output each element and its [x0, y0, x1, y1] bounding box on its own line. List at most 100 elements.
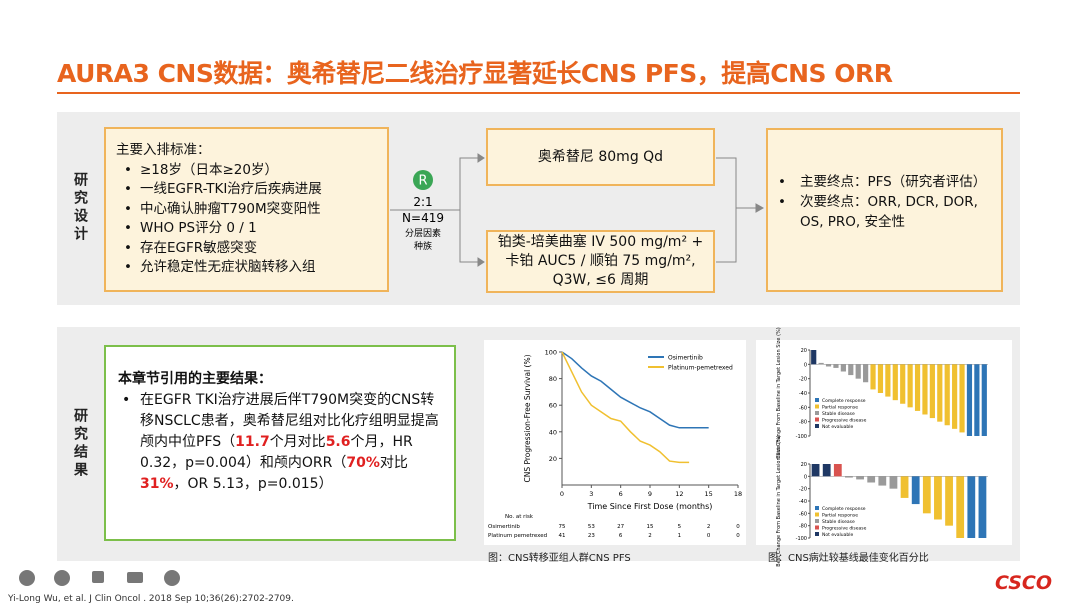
criteria-item: 中心确认肿瘤T790M突变阳性 — [124, 200, 387, 220]
bar — [952, 364, 958, 429]
arrow-heads — [477, 153, 765, 267]
at-risk-name: Osimertinib — [488, 524, 520, 530]
pen-button[interactable] — [92, 571, 104, 583]
bar — [818, 362, 824, 365]
bar — [867, 476, 876, 483]
controls — [19, 570, 180, 586]
x-tick-label: 0 — [560, 490, 564, 498]
bar — [914, 364, 921, 411]
legend-label: Platinum-pemetrexed — [668, 365, 733, 372]
results-segment: 个月对比 — [269, 434, 326, 450]
bar — [966, 364, 973, 436]
y-axis-title: Best Change From Baseline in Target Lesi… — [776, 435, 782, 567]
x-tick-label: 3 — [589, 490, 593, 498]
legend-swatch — [815, 411, 819, 415]
y-tick-label: -100 — [796, 434, 807, 440]
y-tick-label: 20 — [801, 348, 807, 354]
results-segment: 对比 — [379, 455, 408, 471]
y-axis-title: CNS Progression-Free Survival (%) — [523, 354, 532, 482]
criteria-title: 主要入排标准： — [116, 142, 211, 158]
results-text: 在EGFR TKI治疗进展后伴T790M突变的CNS转移NSCLC患者，奥希替尼… — [118, 390, 442, 495]
citation: Yi-Long Wu, et al. J Clin Oncol . 2018 S… — [8, 594, 294, 604]
logo: CSCO — [994, 572, 1052, 594]
y-tick-label: -20 — [799, 377, 807, 383]
x-tick-label: 18 — [734, 490, 742, 498]
legend-label: Stable disease — [822, 411, 855, 417]
legend-swatch — [815, 519, 819, 523]
at-risk-value: 53 — [588, 524, 595, 530]
y-axis-title: Best Change From Baseline in Target Lesi… — [776, 327, 782, 459]
y-tick-label: -40 — [799, 391, 807, 397]
legend-swatch — [815, 525, 819, 530]
results-segment: 31% — [140, 476, 174, 492]
bar — [944, 364, 950, 426]
km-curve — [561, 351, 690, 464]
results-label: 研究结果 — [72, 408, 88, 480]
y-tick-label: -20 — [799, 487, 807, 493]
more-button[interactable] — [164, 570, 180, 586]
bar — [911, 476, 920, 505]
y-tick-label: 20 — [801, 462, 807, 468]
bar — [959, 364, 965, 433]
camera-button[interactable] — [127, 572, 143, 583]
bar — [833, 364, 839, 368]
criteria-box: 主要入排标准： ≥18岁（日本≥20岁）一线EGFR-TKI治疗后疾病进展中心确… — [104, 127, 389, 292]
km-frame — [484, 340, 746, 545]
y-tick-label: 40 — [549, 428, 557, 436]
arm-text: 铂类-培美曲塞 IV 500 mg/m² + 卡铂 AUC5 / 顺铂 75 m… — [497, 234, 704, 288]
legend-swatch — [815, 424, 819, 428]
slide-title: AURA3 CNS数据：奥希替尼二线治疗显著延长CNS PFS，提高CNS OR… — [57, 59, 893, 88]
at-risk-value: 0 — [736, 524, 740, 530]
bar — [833, 464, 842, 477]
x-tick-label: 12 — [675, 490, 683, 498]
bar — [929, 364, 935, 419]
at-risk-name: Platinum pemetrexed — [488, 533, 547, 539]
randomization-symbol: R — [418, 174, 427, 189]
prev-button[interactable] — [19, 570, 35, 586]
y-tick-label: 80 — [549, 375, 557, 383]
criteria-list: ≥18岁（日本≥20岁）一线EGFR-TKI治疗后疾病进展中心确认肿瘤T790M… — [116, 161, 387, 278]
bar — [811, 464, 820, 477]
results-segment: 70% — [346, 455, 380, 471]
legend-swatch — [815, 506, 819, 510]
results-segment: 11.7 — [235, 434, 270, 450]
criteria-item: WHO PS评分 0 / 1 — [124, 219, 387, 239]
bar — [974, 364, 980, 436]
bar — [967, 476, 976, 538]
at-risk-value: 2 — [707, 524, 711, 530]
y-tick-label: -40 — [799, 499, 807, 505]
results-segment: 在EGFR TKI治疗进展后伴T790M突变的CNS转移NSCLC患者，奥希替尼… — [140, 392, 439, 450]
design-label: 研究设计 — [72, 172, 88, 244]
x-tick-label: 15 — [705, 490, 713, 498]
at-risk-value: 23 — [588, 533, 595, 539]
criteria-item: ≥18岁（日本≥20岁） — [124, 161, 387, 181]
arm-box: 奥希替尼 80mg Qd — [486, 128, 715, 186]
bar — [945, 476, 953, 526]
strat: 分层因素 — [405, 227, 441, 239]
km-curve — [561, 351, 709, 429]
bar — [981, 364, 987, 436]
results-box: 本章节引用的主要结果： 在EGFR TKI治疗进展后伴T790M突变的CNS转移… — [104, 345, 456, 541]
endpoint-list: 主要终点：PFS（研究者评估）次要终点：ORR, DCR, DOR, OS, P… — [778, 172, 991, 232]
y-tick-label: 0 — [804, 474, 807, 480]
play-button[interactable] — [54, 570, 70, 586]
randomization-circle — [413, 170, 433, 190]
bar — [845, 476, 853, 478]
bar — [822, 464, 831, 477]
y-tick-label: -80 — [799, 420, 807, 426]
legend-label: Not evaluable — [822, 424, 853, 430]
at-risk-value: 6 — [619, 533, 623, 539]
bar — [922, 364, 928, 415]
legend-label: Not evaluable — [822, 532, 853, 538]
at-risk-value: 27 — [617, 524, 624, 530]
arm-box: 铂类-培美曲塞 IV 500 mg/m² + 卡铂 AUC5 / 顺铂 75 m… — [486, 230, 715, 293]
x-axis-title: Time Since First Dose (months) — [587, 502, 713, 511]
bar — [870, 364, 876, 390]
at-risk-value: 5 — [678, 524, 682, 530]
bar — [848, 364, 854, 376]
at-risk-value: 75 — [559, 524, 566, 530]
bar — [885, 364, 891, 397]
at-risk-value: 41 — [559, 533, 566, 539]
results-title: 本章节引用的主要结果： — [118, 371, 272, 387]
legend-swatch — [815, 512, 819, 517]
